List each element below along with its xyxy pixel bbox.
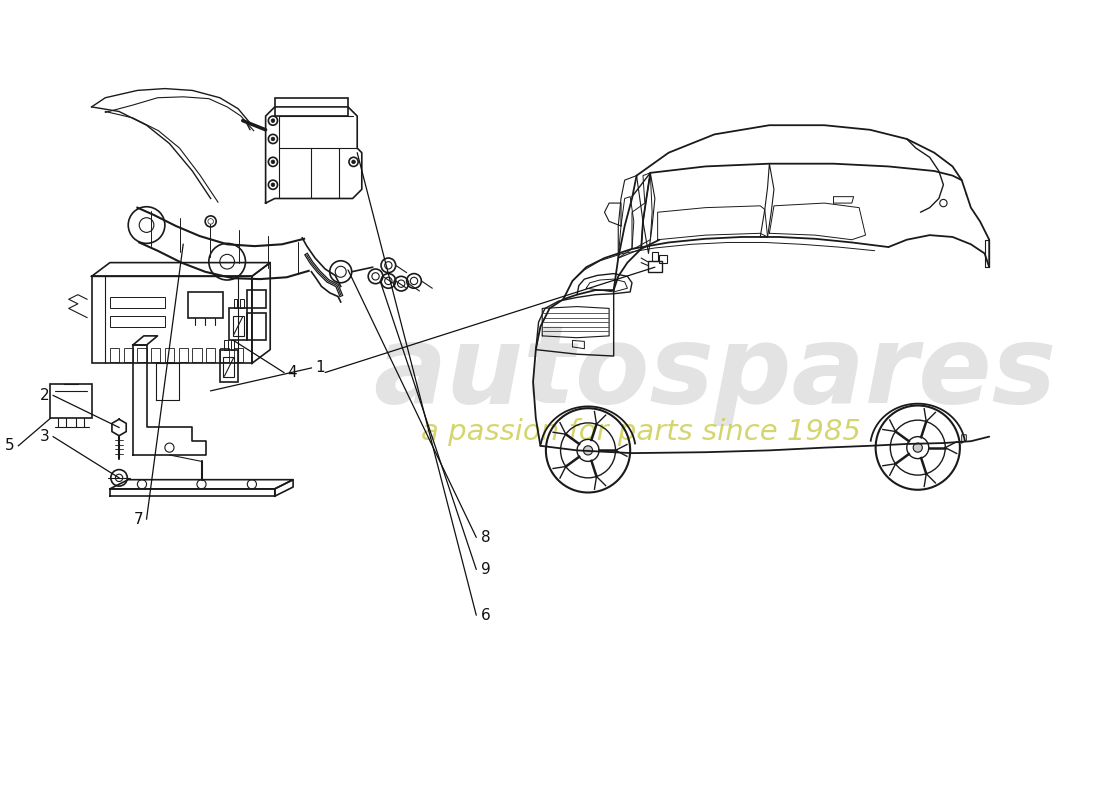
Bar [231,341,234,350]
Bar [224,341,228,350]
Text: 3: 3 [40,429,49,444]
Bar [233,348,243,362]
Circle shape [271,119,275,122]
Bar [240,299,243,309]
Bar [275,98,348,116]
Bar [178,348,188,362]
Text: 1: 1 [315,361,324,375]
Circle shape [271,137,275,141]
Bar [660,255,667,262]
Bar [248,290,265,309]
Bar [233,299,238,309]
Circle shape [271,183,275,186]
Bar [223,357,234,377]
Bar [648,261,662,272]
Text: 8: 8 [481,530,491,545]
Bar [220,348,229,362]
Bar [165,348,174,362]
Bar [123,348,133,362]
Bar [192,348,201,362]
Bar [138,348,146,362]
Circle shape [352,160,355,164]
Bar [151,348,161,362]
Bar [110,348,119,362]
Bar [652,252,658,261]
Bar [220,350,238,382]
Text: 4: 4 [287,365,297,380]
Circle shape [271,160,275,164]
Bar [91,276,252,363]
Bar [110,316,165,326]
Text: a passion for parts since 1985: a passion for parts since 1985 [421,418,861,446]
Bar [51,383,91,418]
Text: 5: 5 [6,438,14,454]
Bar [248,313,265,341]
Text: 9: 9 [481,562,491,577]
Text: 6: 6 [481,608,491,622]
Text: autospares: autospares [373,319,1056,426]
Text: 2: 2 [40,388,49,403]
Bar [232,316,243,336]
Bar [206,348,216,362]
Bar [110,298,165,309]
Circle shape [913,443,922,452]
Circle shape [583,446,593,455]
Text: 7: 7 [133,511,143,526]
Bar [188,292,222,318]
Bar [229,309,248,341]
